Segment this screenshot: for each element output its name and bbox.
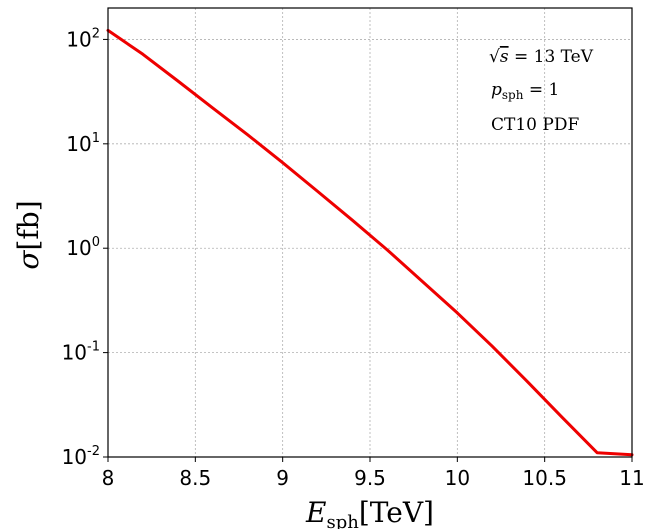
series-line-0: [106, 28, 634, 457]
annotation-psph: psph = 1: [491, 80, 559, 102]
y-tick-label: 100: [66, 235, 100, 260]
grid: [107, 8, 633, 458]
series-layer: [106, 28, 634, 457]
x-tick-label: 8: [102, 466, 115, 490]
x-tick-label: 10.5: [522, 466, 567, 490]
x-tick-label: 10: [445, 466, 470, 490]
annotation-block: √s = 13 TeV psph = 1 CT10 PDF: [489, 47, 594, 135]
y-tick-label: 102: [66, 26, 100, 51]
y-tick-label: 101: [66, 131, 100, 156]
x-axis-label: Esph[TeV]: [305, 496, 434, 529]
ticks: 8 8.5 9 9.5 10 10.5 11 102 101 100 10-1 10-2: [62, 26, 645, 490]
y-tick-label: 10-1: [62, 340, 100, 365]
y-tick-label: 10-2: [62, 444, 100, 469]
x-tick-label: 11: [619, 466, 644, 490]
x-tick-label: 9.5: [354, 466, 386, 490]
y-axis-label: σ[fb]: [12, 200, 45, 269]
annotation-energy: √s = 13 TeV: [489, 47, 594, 67]
annotation-pdf: CT10 PDF: [491, 115, 579, 135]
x-tick-label: 8.5: [179, 466, 211, 490]
x-tick-label: 9: [276, 466, 289, 490]
